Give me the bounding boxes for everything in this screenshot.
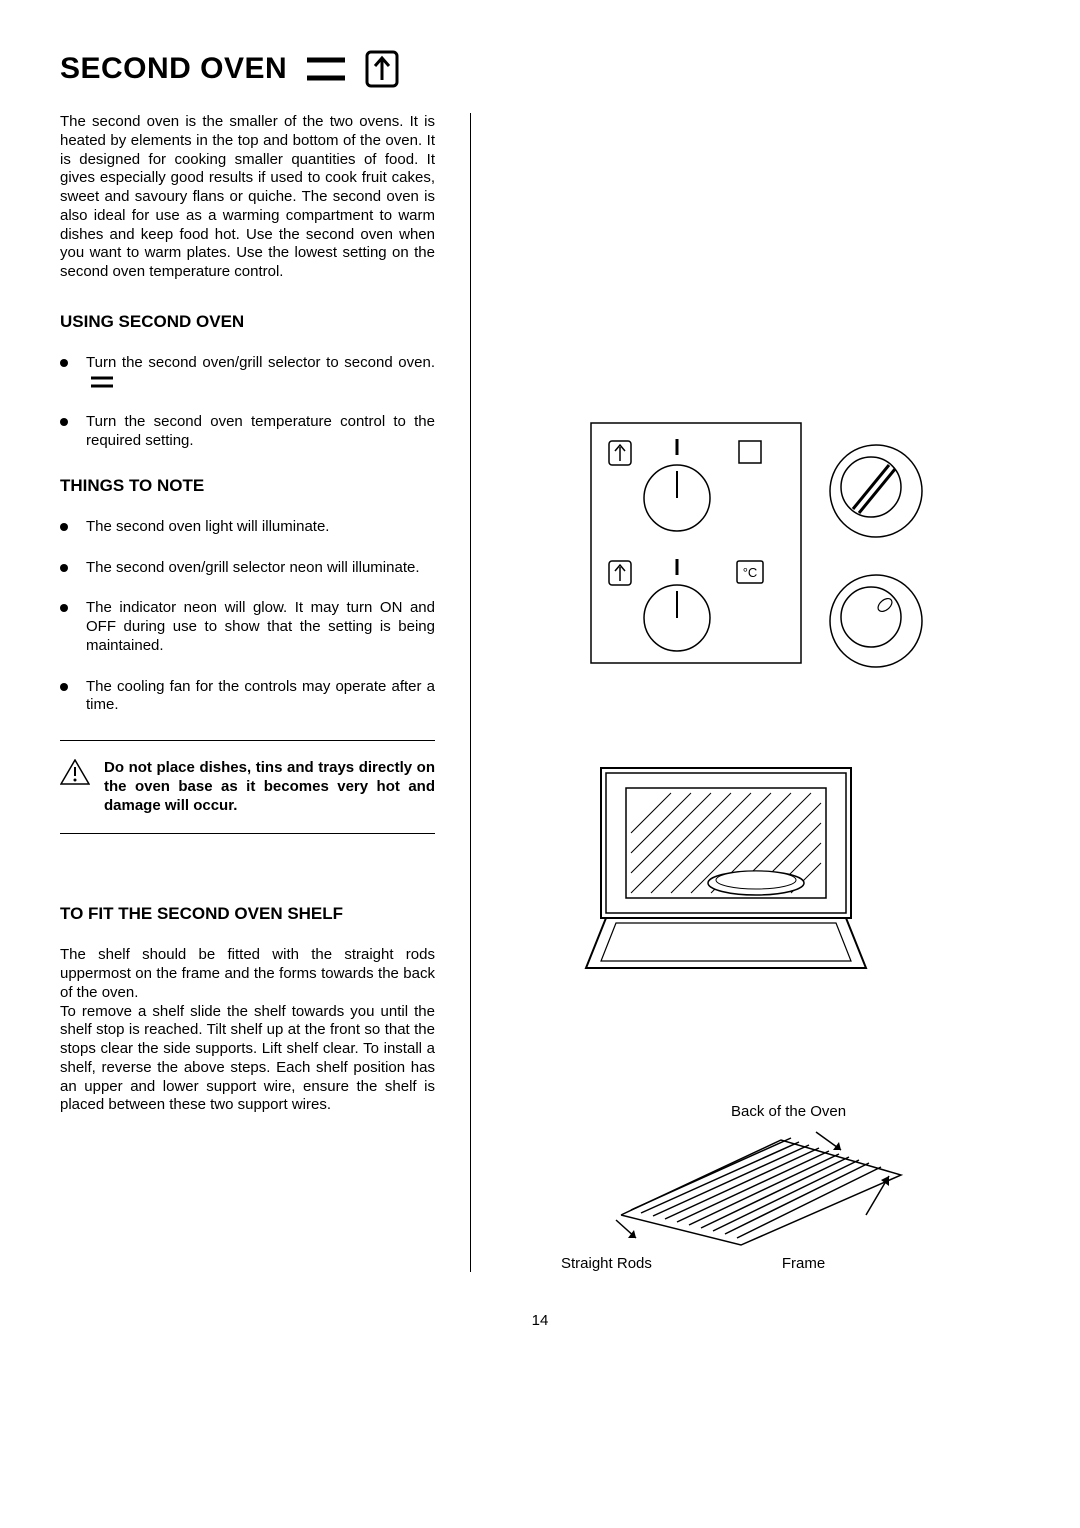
warning-icon	[60, 759, 90, 785]
heating-lines-icon	[90, 375, 114, 389]
shelf-figure-block: Back of the Oven	[581, 1103, 1020, 1272]
page-title: SECOND OVEN	[60, 52, 287, 86]
intro-paragraph: The second oven is the smaller of the tw…	[60, 113, 435, 282]
bullet-icon	[60, 523, 68, 531]
list-text: The second oven/grill selector neon will…	[86, 559, 435, 578]
svg-text:°C: °C	[743, 565, 758, 580]
list-item: Turn the second oven/grill selector to s…	[60, 354, 435, 392]
page-heading-row: SECOND OVEN	[60, 50, 1020, 88]
list-text-inner: Turn the second oven/grill selector to s…	[86, 354, 435, 371]
bullet-icon	[60, 418, 68, 426]
list-item: The indicator neon will glow. It may tur…	[60, 599, 435, 655]
heating-lines-icon	[305, 55, 347, 83]
oven-door-figure	[581, 753, 871, 973]
bullet-icon	[60, 604, 68, 612]
using-list: Turn the second oven/grill selector to s…	[60, 354, 435, 451]
fig-label-frame: Frame	[782, 1255, 825, 1272]
list-text: The second oven light will illuminate.	[86, 518, 435, 537]
list-text: Turn the second oven temperature control…	[86, 413, 435, 451]
fit-paragraph: The shelf should be fitted with the stra…	[60, 946, 435, 1115]
things-heading: THINGS TO NOTE	[60, 476, 435, 496]
control-panel-figure: °C	[581, 413, 941, 673]
fig-label-back: Back of the Oven	[731, 1103, 1020, 1120]
fig-label-rods: Straight Rods	[561, 1255, 652, 1272]
shelf-figure	[581, 1120, 921, 1250]
warning-row: Do not place dishes, tins and trays dire…	[60, 759, 435, 815]
divider	[60, 740, 435, 741]
bullet-icon	[60, 683, 68, 691]
using-heading: USING SECOND OVEN	[60, 312, 435, 332]
right-column: °C	[470, 113, 1020, 1272]
left-column: The second oven is the smaller of the tw…	[60, 113, 470, 1272]
things-list: The second oven light will illuminate. T…	[60, 518, 435, 715]
bullet-icon	[60, 359, 68, 367]
oven-arrow-icon	[365, 50, 399, 88]
divider	[60, 833, 435, 834]
bullet-icon	[60, 564, 68, 572]
fit-heading: TO FIT THE SECOND OVEN SHELF	[60, 904, 435, 924]
list-text: The cooling fan for the controls may ope…	[86, 678, 435, 716]
list-item: The cooling fan for the controls may ope…	[60, 678, 435, 716]
warning-text: Do not place dishes, tins and trays dire…	[104, 759, 435, 815]
list-item: The second oven/grill selector neon will…	[60, 559, 435, 578]
page-number: 14	[60, 1312, 1020, 1329]
list-text: Turn the second oven/grill selector to s…	[86, 354, 435, 392]
list-text: The indicator neon will glow. It may tur…	[86, 599, 435, 655]
list-item: Turn the second oven temperature control…	[60, 413, 435, 451]
list-item: The second oven light will illuminate.	[60, 518, 435, 537]
